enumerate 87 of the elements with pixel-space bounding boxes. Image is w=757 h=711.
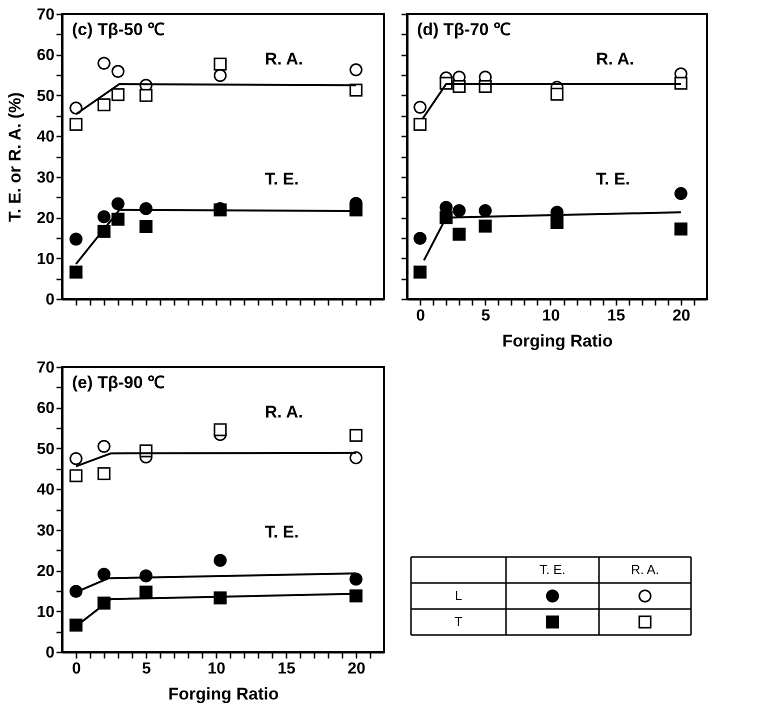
point <box>214 58 227 71</box>
annotation: R. A. <box>264 50 303 69</box>
point <box>550 216 564 229</box>
chart-title: (d) Tβ-70 ℃ <box>417 20 510 39</box>
y-tick-label: 40 <box>36 128 55 146</box>
point <box>140 220 152 234</box>
y-tick-label: 60 <box>36 400 55 418</box>
point <box>414 266 427 279</box>
point <box>674 222 688 236</box>
point <box>140 88 152 102</box>
point <box>70 266 82 279</box>
point <box>350 589 362 602</box>
y-tick-label: 30 <box>36 169 55 186</box>
text: T. E. <box>539 562 566 577</box>
point <box>112 212 124 226</box>
x-axis-title: Forging Ratio <box>502 332 613 350</box>
x-axis-title: Forging Ratio <box>168 684 279 704</box>
point <box>478 204 492 218</box>
point <box>478 220 492 233</box>
point <box>98 568 110 581</box>
point <box>112 197 124 210</box>
annotation: T. E. <box>596 169 630 188</box>
point <box>674 76 688 90</box>
x-tick-label: 15 <box>607 308 626 324</box>
y-tick-label: 10 <box>36 604 55 621</box>
y-tick-label: 40 <box>36 482 55 499</box>
annotation: T. E. <box>264 522 299 542</box>
point <box>98 56 110 70</box>
y-tick-label: 0 <box>46 292 55 308</box>
point <box>70 452 82 466</box>
y-tick-label: 50 <box>36 88 55 105</box>
chart-title: (e) Tβ-90 ℃ <box>72 373 165 392</box>
y-tick-label: 70 <box>36 360 55 376</box>
text: L <box>454 588 462 603</box>
y-tick-label: 60 <box>36 47 55 64</box>
point <box>414 232 427 245</box>
x-tick-label: 0 <box>72 660 82 678</box>
point <box>350 203 362 216</box>
annotation: T. E. <box>264 169 299 188</box>
point <box>350 451 362 464</box>
point <box>140 586 152 599</box>
point <box>214 554 227 567</box>
x-tick-label: 10 <box>542 308 560 324</box>
point <box>112 64 124 78</box>
point <box>350 428 362 442</box>
x-tick-label: 5 <box>142 660 152 678</box>
text: R. A. <box>630 562 660 577</box>
point <box>70 618 82 632</box>
point <box>452 204 466 218</box>
x-tick-label: 0 <box>416 308 426 324</box>
y-axis-title: T. E. or R. A. (%) <box>6 92 25 222</box>
point <box>98 98 110 112</box>
point <box>414 100 427 114</box>
chart-title: (c) Tβ-50 ℃ <box>72 20 165 39</box>
point <box>214 68 227 82</box>
point <box>674 187 688 200</box>
y-tick-label: 0 <box>46 644 55 662</box>
y-tick-label: 30 <box>36 522 55 540</box>
x-tick-label: 20 <box>672 308 690 324</box>
point <box>70 232 82 246</box>
point <box>70 469 82 482</box>
text: T <box>454 614 463 629</box>
point <box>350 63 362 76</box>
x-tick-label: 20 <box>348 660 366 678</box>
point <box>414 118 427 131</box>
point <box>350 84 362 97</box>
x-tick-label: 15 <box>278 660 296 678</box>
x-tick-label: 5 <box>481 308 490 324</box>
y-tick-label: 50 <box>36 440 55 458</box>
point <box>350 572 362 586</box>
y-tick-label: 20 <box>36 210 55 228</box>
point <box>70 584 82 598</box>
point <box>214 423 227 436</box>
point <box>112 88 124 102</box>
point <box>70 102 82 115</box>
point <box>452 228 466 241</box>
annotation: R. A. <box>264 402 303 422</box>
y-tick-label: 70 <box>36 6 55 24</box>
y-tick-label: 20 <box>36 563 55 580</box>
point <box>550 88 564 101</box>
point <box>98 467 110 480</box>
point <box>98 210 110 224</box>
point <box>98 440 110 453</box>
y-tick-label: 10 <box>36 250 55 268</box>
x-tick-label: 10 <box>208 660 226 678</box>
point <box>70 118 82 131</box>
annotation: R. A. <box>596 50 634 69</box>
